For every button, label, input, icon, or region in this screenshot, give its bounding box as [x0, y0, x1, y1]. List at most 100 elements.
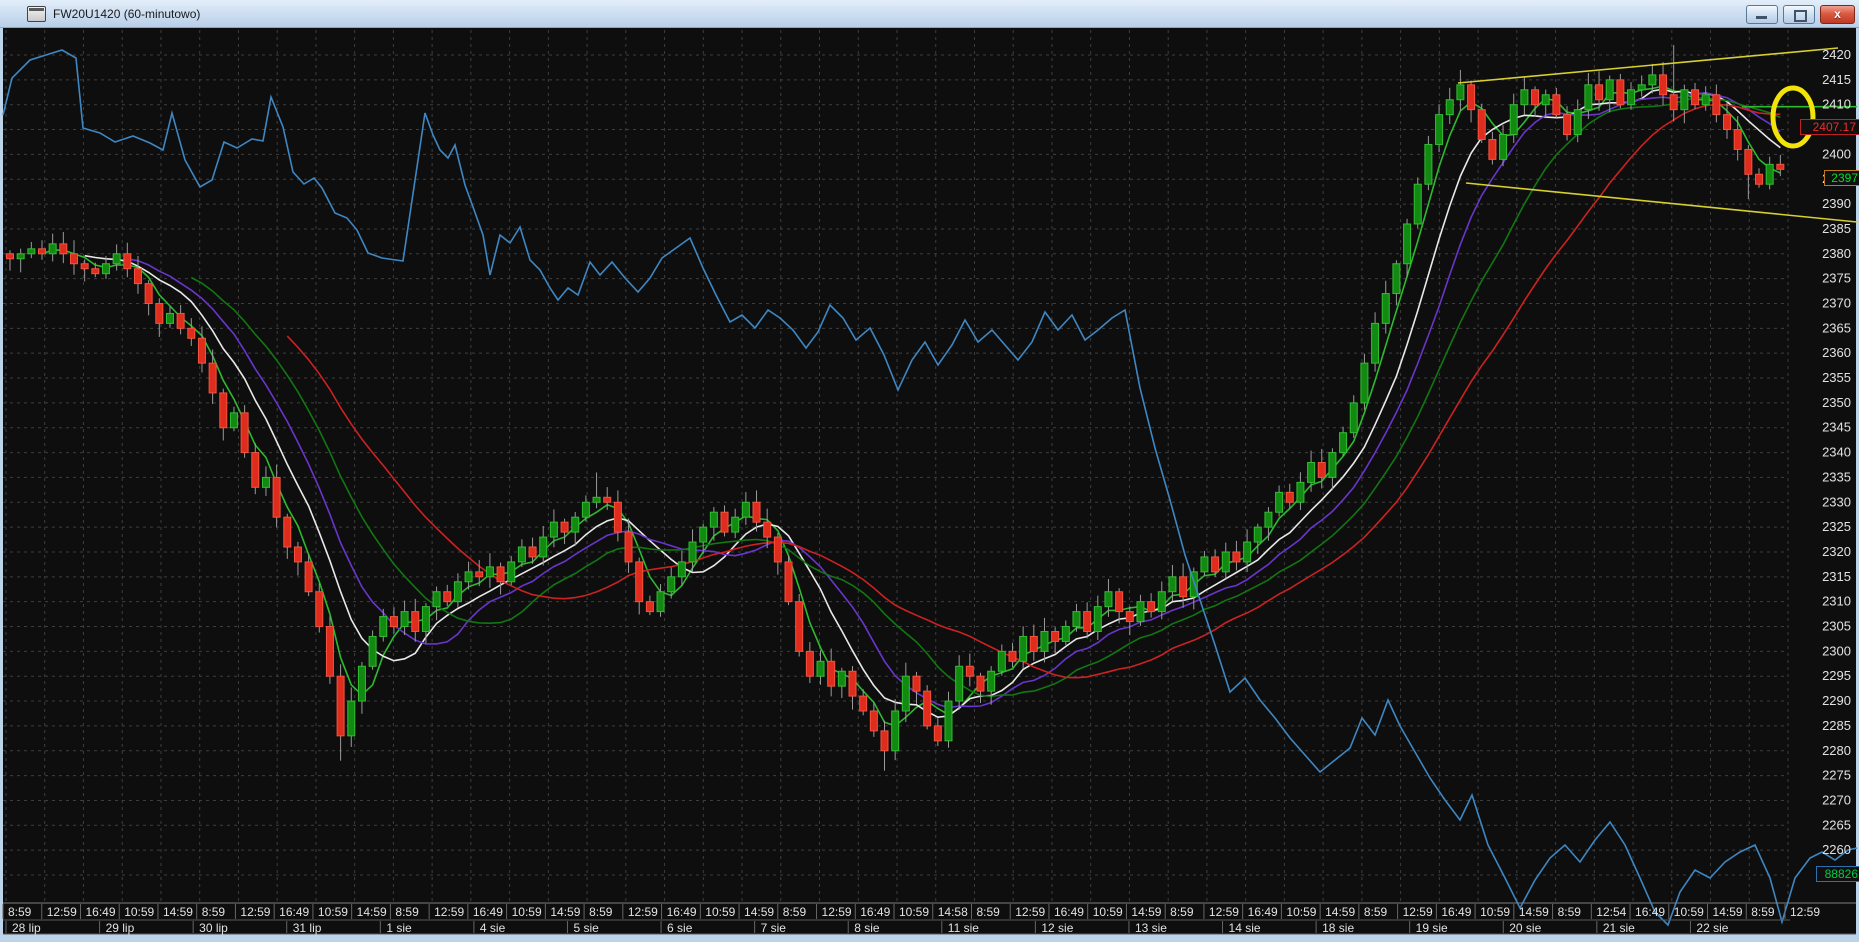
lower-trendline [1465, 182, 1858, 223]
svg-text:10:59: 10:59 [318, 905, 348, 919]
svg-text:18 sie: 18 sie [1322, 921, 1354, 935]
ma-red-value-badge: 2407.17 [1800, 119, 1859, 135]
svg-text:12:59: 12:59 [822, 905, 852, 919]
svg-text:8:59: 8:59 [589, 905, 613, 919]
svg-text:2265: 2265 [1822, 817, 1851, 832]
svg-text:12:59: 12:59 [434, 905, 464, 919]
svg-text:8:59: 8:59 [1170, 905, 1194, 919]
svg-text:10:59: 10:59 [705, 905, 735, 919]
svg-text:31 lip: 31 lip [293, 921, 322, 935]
svg-text:16:49: 16:49 [1054, 905, 1084, 919]
MA-white [84, 88, 1781, 719]
svg-text:22 sie: 22 sie [1696, 921, 1728, 935]
MA-slow-green [190, 96, 1781, 698]
svg-text:2290: 2290 [1822, 693, 1851, 708]
close-icon: x [1834, 7, 1841, 21]
last-price-badge: 2397 [1824, 170, 1859, 186]
maximize-icon [1794, 10, 1807, 22]
svg-text:14:58: 14:58 [938, 905, 968, 919]
maximize-button[interactable] [1783, 5, 1815, 24]
svg-text:8 sie: 8 sie [854, 921, 880, 935]
svg-text:8:59: 8:59 [1558, 905, 1582, 919]
svg-text:8:59: 8:59 [783, 905, 807, 919]
svg-text:14:59: 14:59 [163, 905, 193, 919]
svg-text:11 sie: 11 sie [948, 921, 979, 935]
minimize-icon [1756, 16, 1767, 19]
svg-text:2320: 2320 [1822, 544, 1851, 559]
svg-text:16:49: 16:49 [860, 905, 890, 919]
svg-text:16:49: 16:49 [667, 905, 697, 919]
svg-text:2340: 2340 [1822, 445, 1851, 460]
svg-text:12:59: 12:59 [628, 905, 658, 919]
svg-text:2335: 2335 [1822, 469, 1851, 484]
svg-text:16:49: 16:49 [1441, 905, 1471, 919]
svg-text:14:59: 14:59 [1519, 905, 1549, 919]
svg-text:30 lip: 30 lip [199, 921, 228, 935]
svg-text:2275: 2275 [1822, 768, 1851, 783]
svg-text:2410: 2410 [1822, 97, 1851, 112]
svg-text:21 sie: 21 sie [1603, 921, 1635, 935]
svg-text:2270: 2270 [1822, 792, 1851, 807]
svg-text:29 lip: 29 lip [106, 921, 135, 935]
svg-text:10:59: 10:59 [512, 905, 542, 919]
svg-text:19 sie: 19 sie [1416, 921, 1448, 935]
title-bar[interactable]: FW20U1420 (60-minutowo) x [0, 0, 1859, 28]
svg-text:2420: 2420 [1822, 47, 1851, 62]
svg-text:8:59: 8:59 [202, 905, 226, 919]
svg-text:28 lip: 28 lip [12, 921, 41, 935]
svg-text:13 sie: 13 sie [1135, 921, 1167, 935]
candlestick-series [6, 45, 1785, 771]
svg-text:7 sie: 7 sie [761, 921, 787, 935]
svg-text:10:59: 10:59 [1093, 905, 1123, 919]
svg-text:14:59: 14:59 [1713, 905, 1743, 919]
svg-text:2295: 2295 [1822, 668, 1851, 683]
annotations [1457, 47, 1858, 223]
svg-text:14:59: 14:59 [1131, 905, 1161, 919]
svg-text:2370: 2370 [1822, 295, 1851, 310]
svg-text:2375: 2375 [1822, 271, 1851, 286]
svg-text:2365: 2365 [1822, 320, 1851, 335]
grid-lines [3, 30, 1789, 901]
svg-text:14:59: 14:59 [357, 905, 387, 919]
svg-text:12:59: 12:59 [240, 905, 270, 919]
svg-text:2330: 2330 [1822, 494, 1851, 509]
app-icon [27, 5, 46, 22]
svg-text:16:49: 16:49 [473, 905, 503, 919]
svg-text:14:59: 14:59 [550, 905, 580, 919]
svg-text:2315: 2315 [1822, 569, 1851, 584]
close-button[interactable]: x [1820, 5, 1855, 24]
svg-text:12:59: 12:59 [1403, 905, 1433, 919]
MA-violet [127, 91, 1781, 709]
svg-text:8:59: 8:59 [976, 905, 1000, 919]
svg-text:2280: 2280 [1822, 743, 1851, 758]
svg-text:10:59: 10:59 [124, 905, 154, 919]
svg-text:2415: 2415 [1822, 72, 1851, 87]
svg-text:12:59: 12:59 [1790, 905, 1820, 919]
svg-text:16:49: 16:49 [1248, 905, 1278, 919]
svg-text:12:54: 12:54 [1596, 905, 1626, 919]
chart-client-area[interactable] [3, 27, 1856, 934]
svg-text:2285: 2285 [1822, 718, 1851, 733]
svg-text:16:49: 16:49 [279, 905, 309, 919]
svg-text:4 sie: 4 sie [480, 921, 506, 935]
svg-text:2390: 2390 [1822, 196, 1851, 211]
svg-text:10:59: 10:59 [899, 905, 929, 919]
open-interest-line [2, 49, 1858, 927]
svg-text:12:59: 12:59 [1209, 905, 1239, 919]
svg-text:1 sie: 1 sie [386, 921, 412, 935]
svg-text:2300: 2300 [1822, 643, 1851, 658]
window-title: FW20U1420 (60-minutowo) [53, 6, 201, 21]
time-axis: 8:59 12:59 16:49 10:59 14:59 8:59 12:59 16:49 10… [2, 902, 1856, 935]
svg-text:10:59: 10:59 [1674, 905, 1704, 919]
svg-text:8:59: 8:59 [8, 905, 32, 919]
moving-average-lines [41, 85, 1857, 727]
svg-text:20 sie: 20 sie [1509, 921, 1541, 935]
svg-text:2310: 2310 [1822, 594, 1851, 609]
svg-text:12:59: 12:59 [1015, 905, 1045, 919]
svg-text:14:59: 14:59 [744, 905, 774, 919]
highlight-ellipse [1770, 85, 1816, 149]
svg-text:2325: 2325 [1822, 519, 1851, 534]
minimize-button[interactable] [1746, 5, 1778, 24]
